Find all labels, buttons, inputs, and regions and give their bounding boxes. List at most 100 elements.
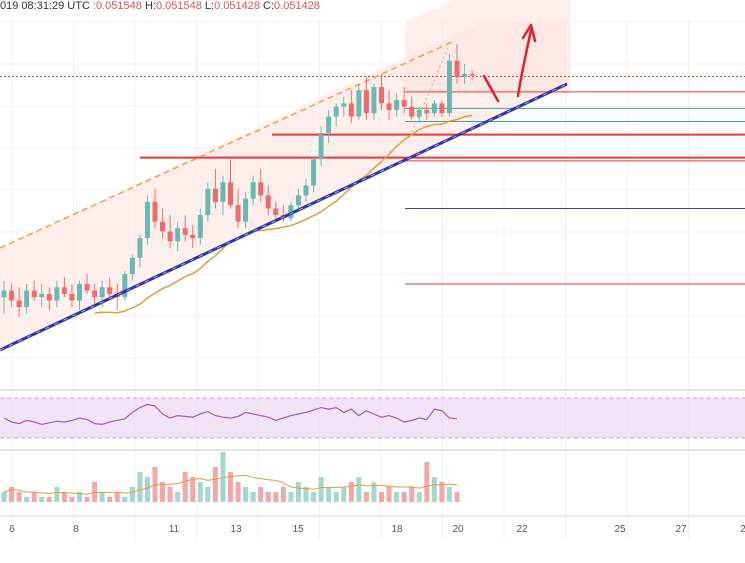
- x-tick-label: 20: [452, 524, 464, 535]
- volume-bar: [318, 477, 324, 502]
- volume-bar: [182, 472, 188, 502]
- candle-body: [144, 201, 150, 239]
- candle-body: [265, 195, 271, 209]
- volume-bar: [273, 492, 279, 502]
- volume-bar: [122, 497, 128, 502]
- volume-bar: [333, 492, 339, 502]
- candle-body: [99, 287, 105, 298]
- trend-line-highlight: [0, 83, 568, 351]
- candle-body: [220, 182, 226, 202]
- x-tick-label: 22: [516, 524, 528, 535]
- volume-bar: [24, 497, 30, 502]
- candle-body: [46, 293, 52, 301]
- volume-bar: [386, 487, 392, 502]
- volume-bar: [401, 492, 407, 502]
- up-arrow-head: [521, 23, 537, 43]
- candle-body: [439, 103, 445, 114]
- volume-bar: [1, 492, 7, 502]
- x-tick-label: 13: [230, 524, 242, 535]
- volume-bar: [92, 482, 98, 502]
- candle-body: [303, 185, 309, 196]
- low-label: L:: [201, 0, 215, 12]
- volume-bar: [137, 472, 143, 502]
- candle-body: [454, 60, 460, 78]
- candle-body: [326, 116, 332, 133]
- volume-bar: [371, 482, 377, 502]
- dip-arrow: [482, 74, 500, 103]
- x-tick-label: 8: [73, 524, 79, 535]
- candle-body: [92, 290, 98, 298]
- volume-bar: [243, 487, 249, 502]
- rsi-band: [0, 398, 745, 438]
- ohlc-header: 019 08:31:29 UTC :0.051548 H:0.051548 L:…: [0, 0, 320, 12]
- channel-top-line: [0, 41, 453, 249]
- candle-body: [469, 73, 475, 76]
- candle-body: [250, 182, 256, 199]
- close-value: 0.051428: [274, 0, 320, 12]
- candle-body: [258, 182, 264, 196]
- volume-bar: [144, 477, 150, 502]
- candle-body: [84, 284, 90, 291]
- volume-bar: [160, 482, 166, 502]
- candle-body: [122, 274, 128, 298]
- volume-bar: [99, 492, 105, 502]
- volume-bar: [107, 497, 113, 502]
- candle-body: [386, 103, 392, 110]
- candle-body: [401, 100, 407, 107]
- volume-bar: [77, 492, 82, 502]
- up-arrow: [516, 28, 533, 98]
- timestamp: 019 08:31:29 UTC: [0, 0, 90, 12]
- candle-body: [205, 188, 211, 216]
- candle-body: [54, 287, 60, 301]
- volume-bar: [16, 492, 22, 502]
- candle-body: [190, 234, 196, 239]
- candle-body: [228, 182, 233, 206]
- candle-body: [61, 287, 67, 294]
- x-tick-label: 6: [9, 524, 15, 535]
- candle-body: [212, 188, 218, 202]
- x-tick-label: 11: [169, 524, 180, 535]
- volume-bar: [424, 462, 430, 502]
- open-value: :0.051548: [92, 0, 142, 12]
- volume-bar: [311, 492, 317, 502]
- volume-bar: [454, 492, 460, 502]
- volume-bar: [341, 487, 347, 502]
- candle-body: [356, 90, 362, 117]
- x-tick-label: 2: [740, 524, 745, 535]
- volume-bar: [31, 492, 37, 502]
- volume-bar: [409, 487, 415, 502]
- high-label: H:: [141, 0, 156, 12]
- candle-body: [182, 228, 188, 235]
- volume-bar: [431, 477, 437, 502]
- candle-body: [9, 290, 15, 301]
- rsi-line: [3, 403, 458, 426]
- x-tick-label: 18: [391, 524, 403, 535]
- candle-body: [137, 238, 143, 258]
- candle-body: [446, 60, 452, 114]
- volume-bar: [175, 492, 181, 502]
- candle-body: [363, 90, 369, 114]
- candle-body: [341, 103, 347, 107]
- volume-bar: [348, 482, 354, 502]
- candle-body: [152, 201, 158, 222]
- candle-body: [129, 257, 135, 275]
- low-value: 0.051428: [214, 0, 260, 12]
- x-tick-label: 27: [675, 524, 687, 535]
- high-value: 0.051548: [155, 0, 202, 12]
- candle-body: [318, 132, 324, 160]
- volume-bar: [190, 477, 196, 502]
- candle-body: [69, 293, 75, 301]
- volume-bar: [250, 492, 256, 502]
- volume-bar: [416, 492, 422, 502]
- volume-bar: [363, 492, 369, 502]
- volume-bar: [235, 482, 241, 502]
- candle-body: [424, 109, 430, 114]
- volume-bar: [46, 497, 52, 502]
- volume-bar: [69, 497, 75, 502]
- volume-bar: [295, 482, 301, 502]
- volume-bar: [446, 487, 452, 502]
- volume-bar: [394, 492, 400, 502]
- volume-bar: [39, 497, 45, 502]
- moving-average-line: [94, 114, 473, 314]
